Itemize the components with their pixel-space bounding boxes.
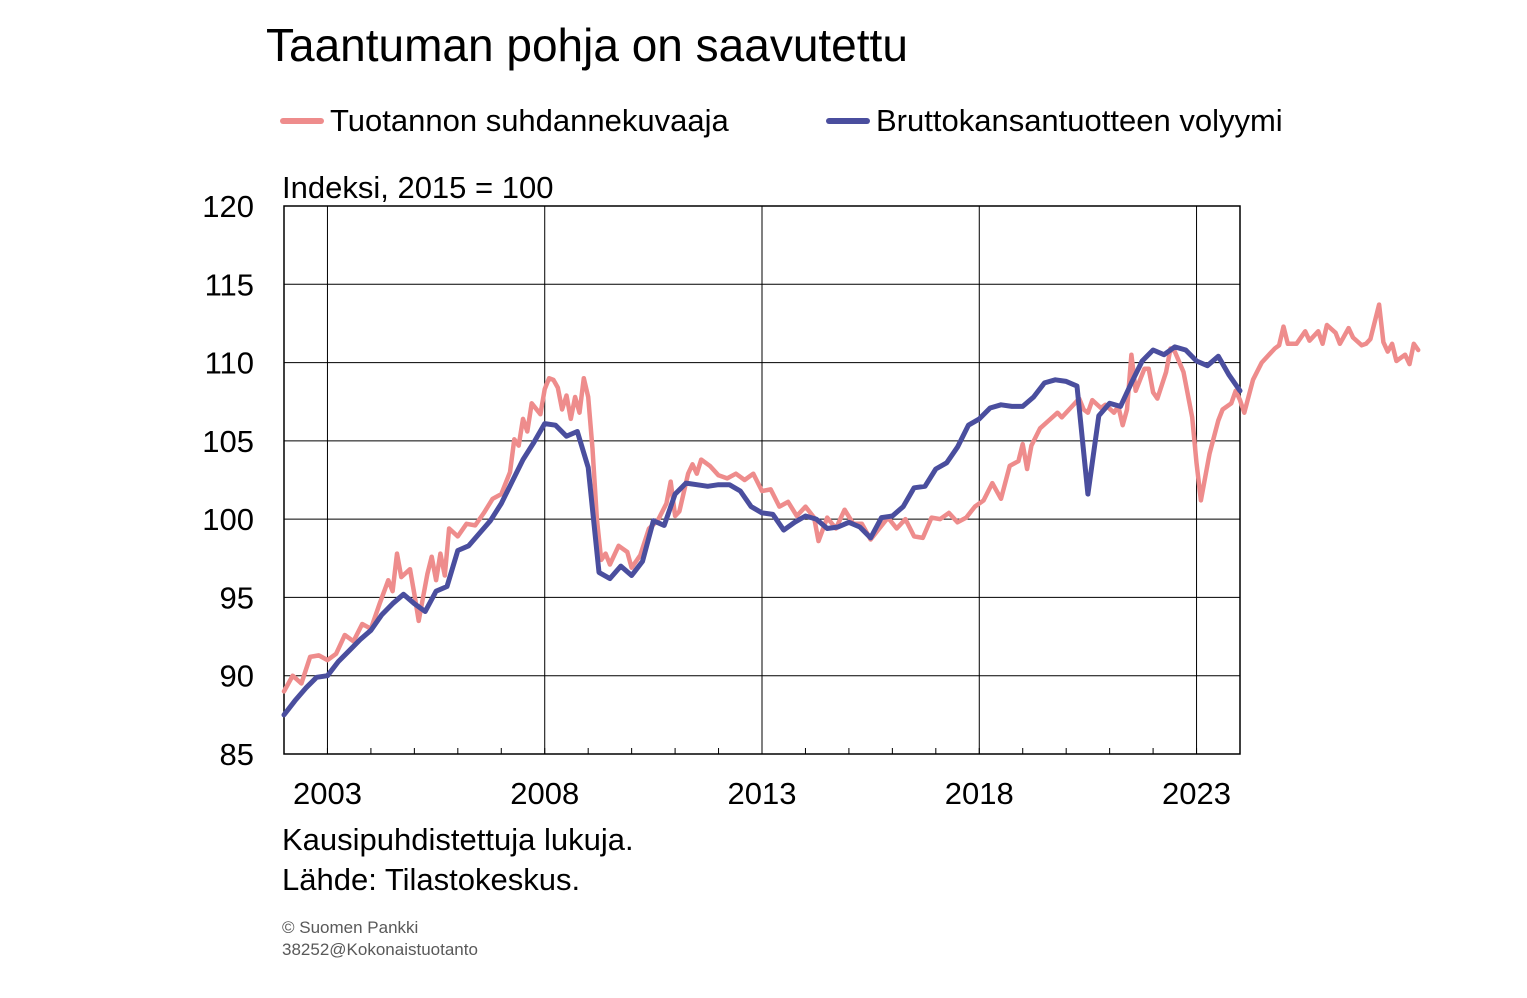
x-tick-label: 2008 — [510, 776, 579, 811]
y-tick-label: 110 — [205, 346, 254, 381]
x-tick-label: 2023 — [1162, 776, 1231, 811]
plot-frame — [283, 205, 1241, 755]
y-axis-unit-label: Indeksi, 2015 = 100 — [282, 170, 554, 205]
credit-code: 38252@Kokonaistuotanto — [282, 940, 478, 959]
series-line-gdp — [281, 344, 1243, 718]
legend-item-gdp: Bruttokansantuotteen volyymi — [826, 103, 1283, 139]
note-seasonal: Kausipuhdistettuja lukuja. — [282, 822, 634, 857]
chart-title: Taantuman pohja on saavutettu — [266, 19, 908, 71]
y-tick-label: 85 — [220, 737, 254, 772]
y-tick-label: 120 — [202, 189, 254, 224]
y-tick-label: 100 — [202, 502, 254, 537]
y-tick-label: 115 — [205, 267, 254, 302]
x-tick-label: 2003 — [293, 776, 362, 811]
legend-item-production: Tuotannon suhdannekuvaaja — [280, 103, 729, 139]
x-tick-label: 2018 — [945, 776, 1014, 811]
y-tick-label: 105 — [202, 424, 254, 459]
x-tick-label: 2013 — [728, 776, 797, 811]
note-source: Lähde: Tilastokeskus. — [282, 862, 581, 897]
credit-copyright: © Suomen Pankki — [282, 918, 419, 937]
legend-label-gdp: Bruttokansantuotteen volyymi — [876, 103, 1283, 138]
legend-swatch-gdp — [826, 118, 870, 124]
y-tick-label: 90 — [220, 659, 254, 694]
legend-label-production: Tuotannon suhdannekuvaaja — [330, 103, 729, 138]
legend-swatch-production — [280, 118, 324, 124]
y-tick-label: 95 — [220, 580, 254, 615]
